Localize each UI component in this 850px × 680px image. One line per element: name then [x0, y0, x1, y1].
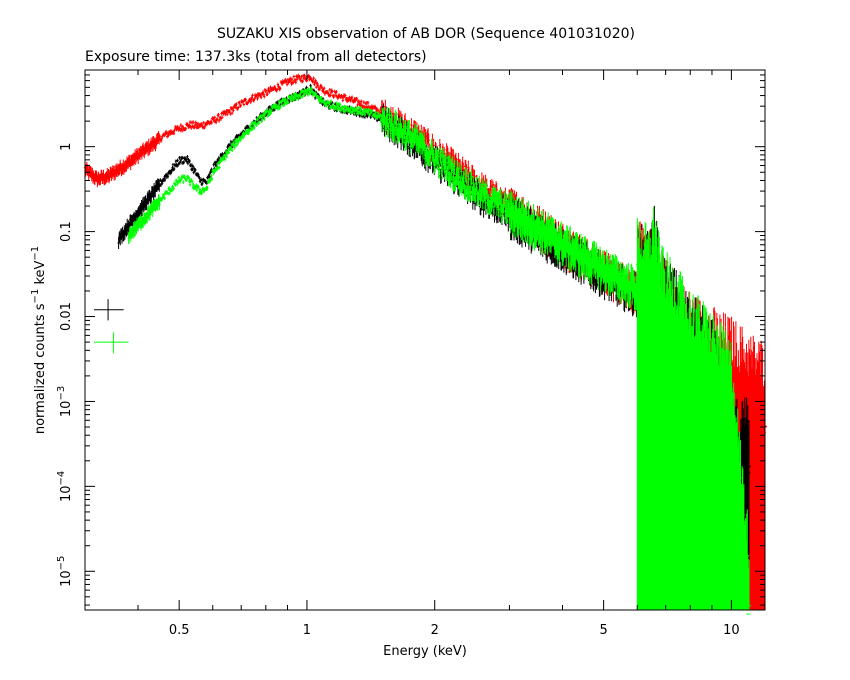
- y-tick-label: 1: [59, 143, 74, 151]
- series-2: [127, 86, 751, 615]
- x-tick-label: 10: [723, 623, 740, 638]
- y-tick-label-exp: −4: [56, 471, 67, 486]
- y-tick-label-base: 0.1: [59, 221, 74, 242]
- series-layer: [83, 73, 767, 615]
- x-tick-label: 1: [303, 623, 311, 638]
- isolated-point-0: [93, 299, 124, 321]
- chart-subtitle: Exposure time: 137.3ks (total from all d…: [85, 49, 427, 65]
- y-tick-label: 10−5: [56, 556, 74, 587]
- y-tick-label: 0.01: [59, 302, 74, 331]
- x-tick-label: 2: [431, 623, 439, 638]
- y-tick-label-base: 0.01: [59, 302, 74, 331]
- y-axis-label-base1: normalized counts s: [33, 303, 48, 434]
- y-tick-label: 0.1: [59, 221, 74, 242]
- y-axis-label: normalized counts s−1 keV−1: [30, 246, 48, 434]
- series-2-errorbars: [127, 86, 751, 615]
- x-axis: 0.5 1 2 5 10: [84, 70, 740, 638]
- plot-frame: [84, 69, 766, 611]
- y-tick-label-exp: −3: [56, 386, 67, 401]
- y-tick-label-exp: −5: [56, 556, 67, 571]
- y-tick-label-base: 10: [59, 401, 74, 418]
- chart-title: SUZAKU XIS observation of AB DOR (Sequen…: [217, 26, 635, 42]
- y-tick-label: 10−4: [56, 471, 74, 502]
- y-tick-label-base: 1: [59, 143, 74, 151]
- y-tick-label-base: 10: [59, 485, 74, 502]
- isolated-point-1: [93, 332, 129, 354]
- y-tick-label: 10−3: [56, 386, 74, 417]
- y-axis-label-base2: keV: [33, 260, 48, 288]
- y-tick-label-base: 10: [59, 570, 74, 587]
- y-axis-label-sup1: −1: [30, 289, 41, 304]
- y-axis-label-sup2: −1: [30, 246, 41, 261]
- x-tick-label: 0.5: [169, 623, 190, 638]
- x-tick-label: 5: [599, 623, 607, 638]
- x-axis-label: Energy (keV): [383, 644, 467, 659]
